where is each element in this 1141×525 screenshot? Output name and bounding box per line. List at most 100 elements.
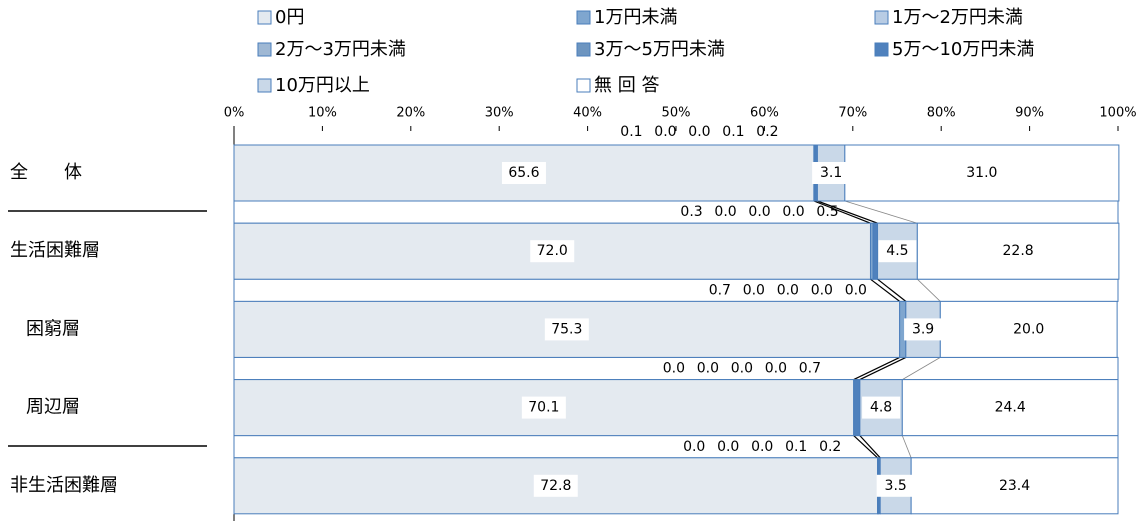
legend-swatch [576, 10, 591, 25]
value-label: 0.7 [799, 361, 821, 377]
legend-swatch [257, 78, 272, 93]
legend-label: 1万～2万円未満 [892, 7, 1023, 28]
legend-swatch [257, 42, 272, 57]
label-box [904, 318, 943, 341]
value-label: 24.4 [995, 400, 1026, 416]
value-label: 0.1 [722, 124, 744, 140]
value-label: 0.2 [756, 124, 778, 140]
legend-label: 5万～10万円未満 [892, 39, 1034, 60]
value-label: 0.5 [816, 204, 838, 220]
label-box [876, 474, 915, 497]
value-label: 20.0 [1013, 321, 1044, 337]
connector [870, 278, 901, 302]
gap-band [233, 435, 1119, 459]
x-tick-label: 20% [396, 106, 425, 121]
value-label: 75.3 [551, 321, 582, 337]
category-label: 困窮層 [26, 318, 80, 339]
value-label: 3.5 [885, 478, 907, 494]
value-label: 0.0 [748, 204, 770, 220]
value-label: 0.0 [688, 124, 710, 140]
connector [917, 278, 941, 302]
connector [902, 357, 941, 380]
legend-label: 1万円未満 [594, 7, 677, 28]
value-label: 0.0 [743, 282, 765, 298]
value-label: 0.0 [697, 361, 719, 377]
value-label: 0.0 [751, 439, 773, 455]
x-tick-label: 60% [750, 106, 779, 121]
legend-swatch [874, 10, 889, 25]
label-box [999, 240, 1038, 263]
value-label: 4.5 [886, 243, 908, 259]
value-label: 0.1 [785, 439, 807, 455]
connector [901, 435, 912, 458]
legend-label: 無 回 答 [594, 75, 659, 96]
connector [853, 435, 878, 459]
gap-band [233, 278, 1119, 302]
category-label: 全 体 [10, 162, 82, 183]
value-label: 23.4 [999, 478, 1030, 494]
legend-label: 2万～3万円未満 [275, 39, 406, 60]
label-box [544, 318, 589, 341]
connector [859, 356, 907, 381]
value-label: 0.0 [714, 204, 736, 220]
value-label: 0.0 [654, 124, 676, 140]
label-box [862, 396, 901, 419]
value-label: 4.8 [870, 400, 892, 416]
legend-swatch [874, 42, 889, 57]
value-label: 0.0 [663, 361, 685, 377]
label-box [530, 240, 575, 263]
x-tick-label: 10% [308, 106, 337, 121]
label-box [995, 474, 1034, 497]
label-box [533, 474, 578, 497]
value-label: 72.8 [540, 478, 571, 494]
bar-segment [872, 222, 879, 280]
gap-band [233, 200, 1119, 224]
category-label: 周辺層 [26, 397, 80, 418]
label-box [991, 396, 1030, 419]
value-label: 0.7 [709, 282, 731, 298]
value-label: 0.0 [717, 439, 739, 455]
value-label: 0.0 [782, 204, 804, 220]
value-label: 0.0 [777, 282, 799, 298]
legend-swatch [576, 78, 591, 93]
x-tick-label: 50% [662, 106, 691, 121]
label-box [1009, 318, 1048, 341]
connector [859, 435, 881, 459]
value-label: 0.0 [683, 439, 705, 455]
legend-label: 3万～5万円未満 [594, 39, 725, 60]
legend-swatch [576, 42, 591, 57]
label-box [521, 396, 566, 419]
value-label: 0.1 [620, 124, 642, 140]
legend-swatch [257, 10, 272, 25]
x-tick-label: 90% [1015, 106, 1044, 121]
value-label: 0.3 [680, 204, 702, 220]
label-box [878, 240, 917, 263]
x-tick-label: 70% [838, 106, 867, 121]
connector [817, 200, 878, 224]
x-tick-label: 100% [1099, 106, 1136, 121]
value-label: 31.0 [966, 165, 997, 181]
x-tick-label: 0% [224, 106, 245, 121]
value-label: 3.1 [820, 165, 842, 181]
x-tick-label: 80% [927, 106, 956, 121]
category-label: 非生活困難層 [10, 475, 118, 496]
category-label: 生活困難層 [10, 240, 100, 261]
value-label: 72.0 [537, 243, 568, 259]
value-label: 0.0 [731, 361, 753, 377]
value-label: 65.6 [508, 165, 539, 181]
connector [853, 356, 900, 381]
value-label: 0.0 [845, 282, 867, 298]
value-label: 70.1 [528, 400, 559, 416]
value-label: 22.8 [1003, 243, 1034, 259]
label-box [501, 162, 546, 184]
x-tick-label: 30% [485, 106, 514, 121]
value-label: 3.9 [912, 321, 934, 337]
connector [813, 200, 871, 224]
connector [844, 200, 918, 224]
label-box [812, 162, 851, 184]
value-label: 0.2 [819, 439, 841, 455]
value-label: 0.0 [811, 282, 833, 298]
